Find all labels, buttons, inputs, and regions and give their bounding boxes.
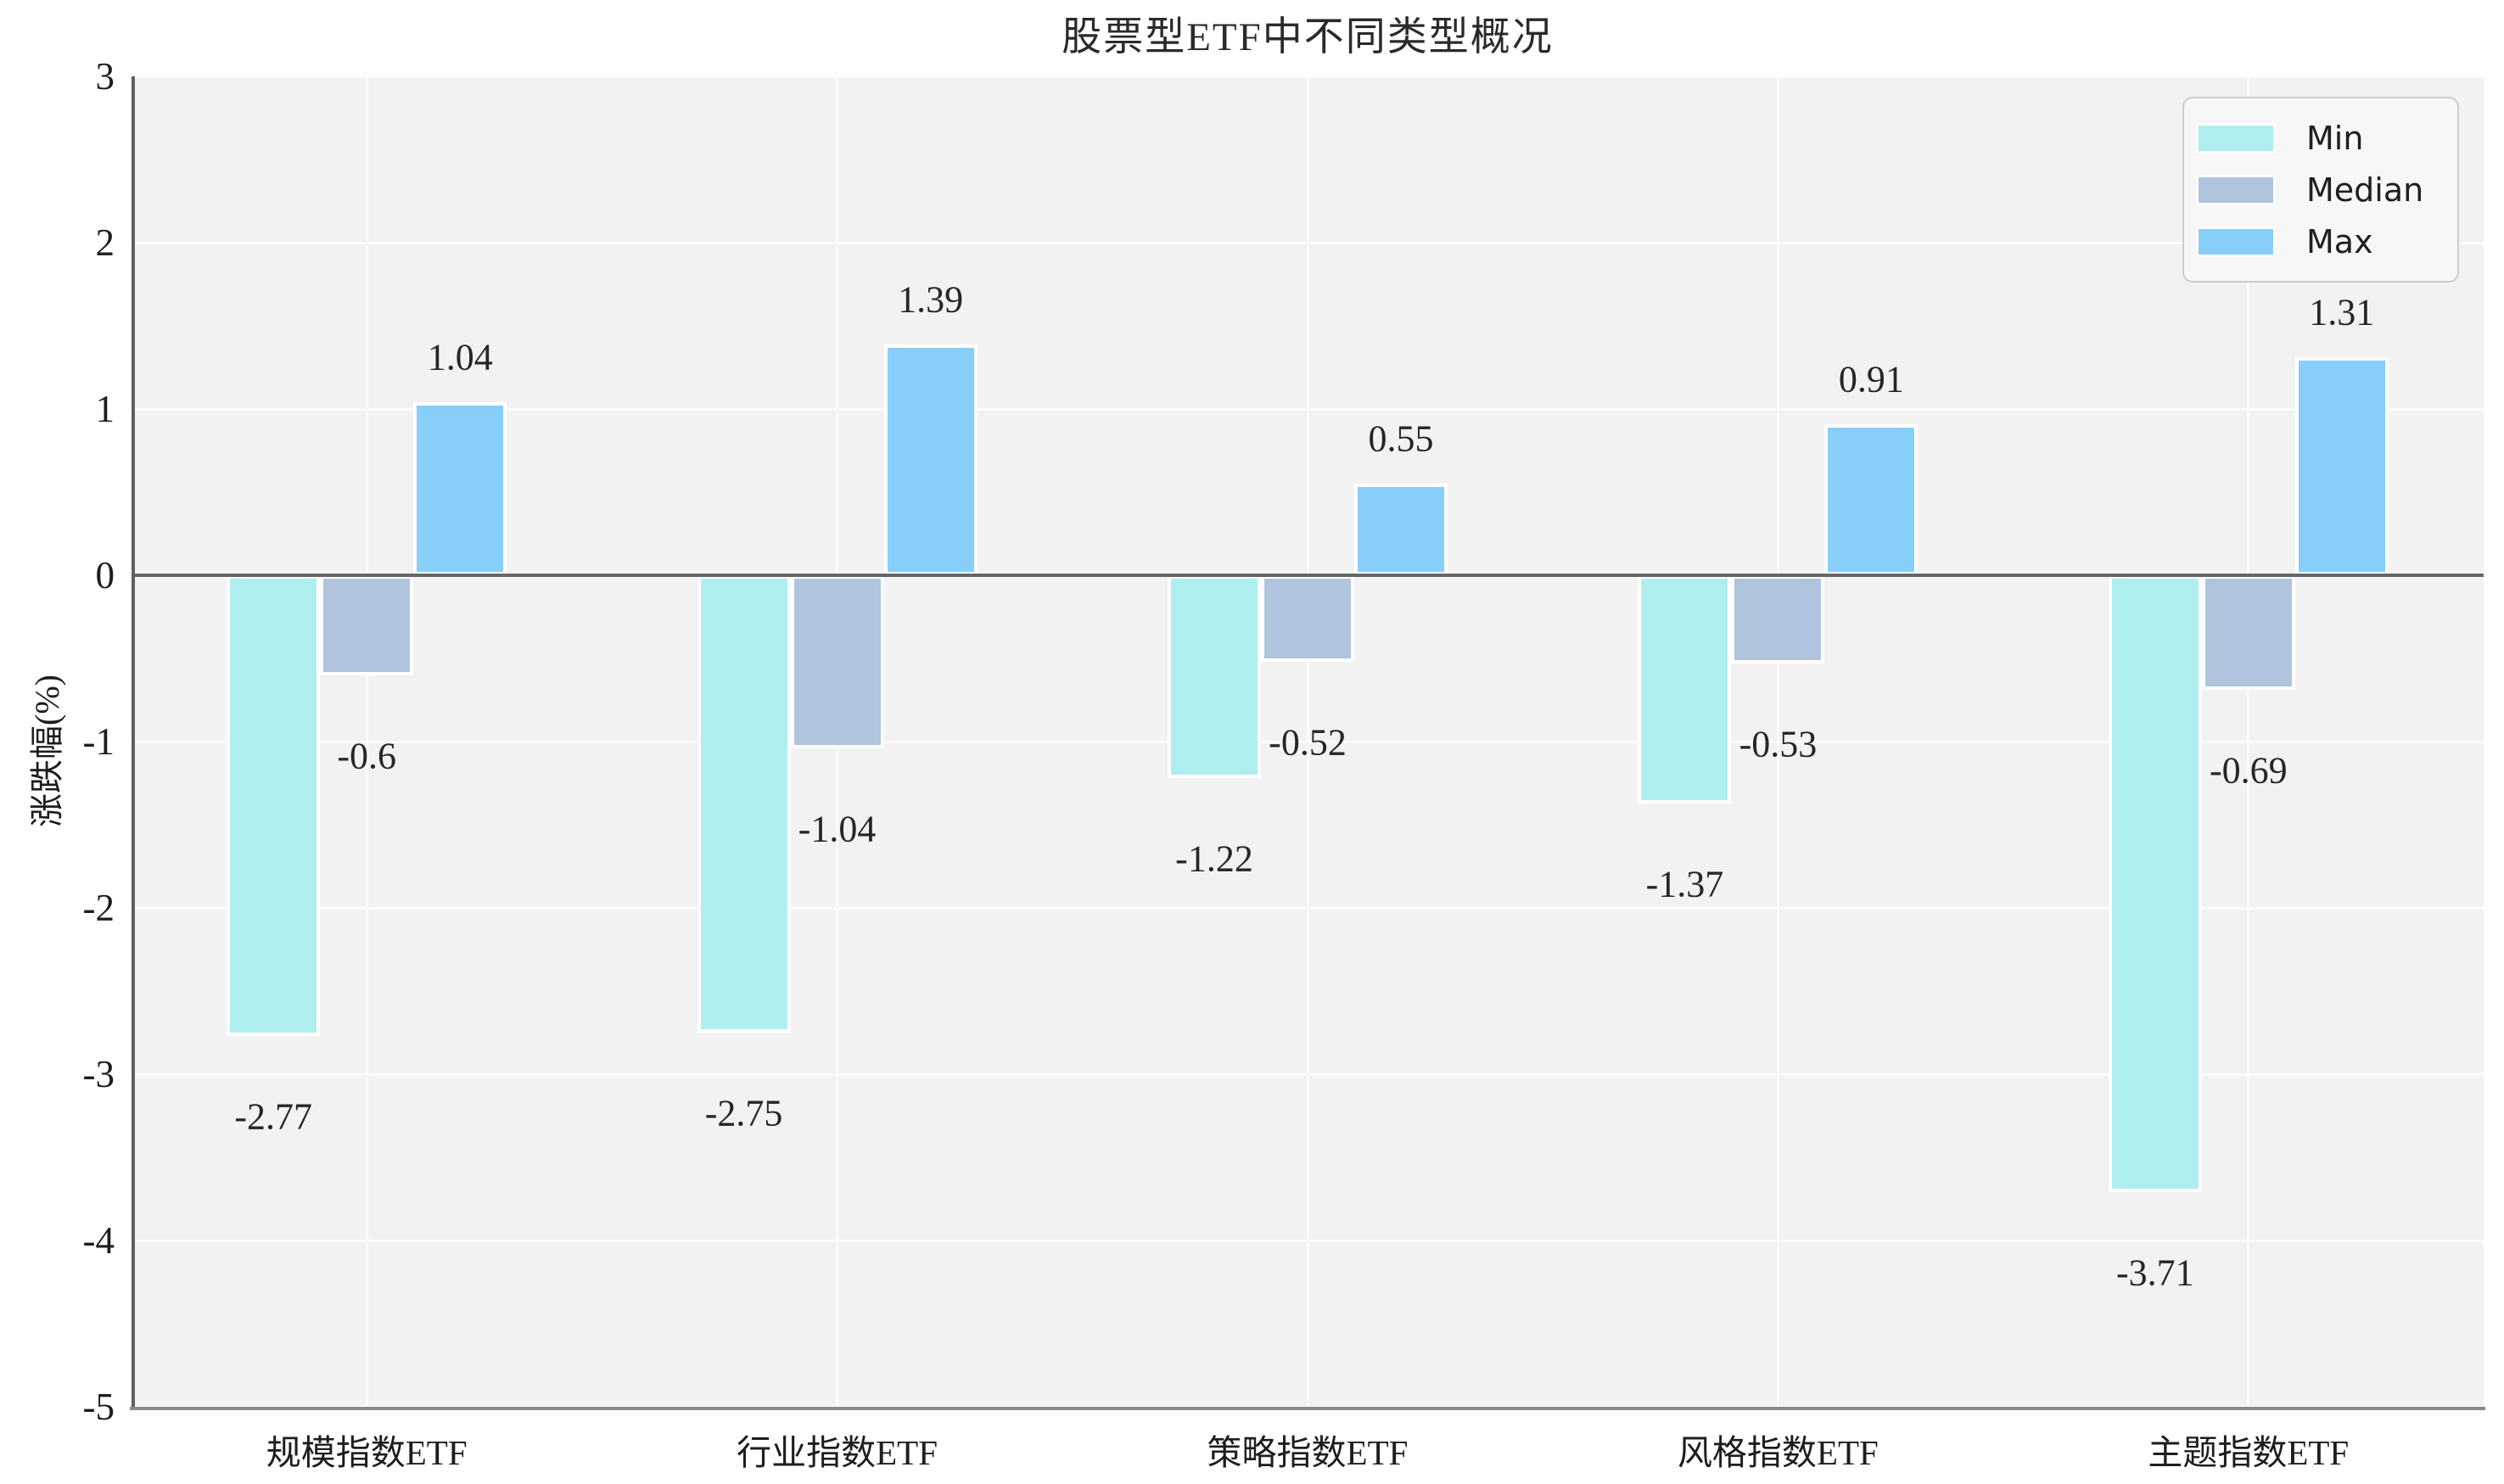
axis-spine-left: [132, 76, 135, 1407]
bar-min: [2108, 575, 2202, 1193]
bar-median: [320, 575, 414, 675]
x-tick-label: 规模指数ETF: [266, 1433, 468, 1472]
legend-item: Min: [2184, 112, 2457, 164]
bar-min: [697, 575, 791, 1033]
bar-min: [1638, 575, 1732, 804]
bar-value-label: -1.37: [1645, 863, 1724, 905]
legend-label: Max: [2306, 222, 2373, 260]
y-tick-label: 2: [95, 221, 115, 264]
bar-value-label: -0.53: [1739, 723, 1818, 765]
grid-line-vertical: [1306, 76, 1309, 1407]
bar-value-label: -0.69: [2209, 749, 2288, 792]
bar-median: [1731, 575, 1825, 664]
x-tick-label: 风格指数ETF: [1677, 1433, 1879, 1472]
bar-min: [227, 575, 321, 1036]
bar-max: [1354, 484, 1448, 575]
legend-swatch-min: [2196, 122, 2276, 154]
bar-value-label: 1.31: [2309, 291, 2375, 333]
y-tick-label: -3: [82, 1053, 115, 1095]
x-tick-label: 主题指数ETF: [2148, 1433, 2350, 1472]
bar-value-label: -0.52: [1269, 721, 1347, 764]
y-tick-label: 1: [95, 388, 115, 430]
bar-value-label: -3.71: [2115, 1252, 2194, 1294]
bar-value-label: -1.04: [798, 808, 877, 850]
bar-median: [1261, 575, 1354, 662]
legend-item: Median: [2184, 164, 2457, 216]
legend: Min Median Max: [2182, 97, 2459, 283]
bar-value-label: -1.22: [1175, 837, 1253, 880]
bar-max: [413, 402, 507, 575]
bar-max: [1824, 423, 1919, 575]
grid-line-vertical: [365, 76, 368, 1407]
legend-swatch-median: [2196, 174, 2276, 205]
bar-max: [2294, 357, 2389, 575]
x-tick-label: 策略指数ETF: [1207, 1433, 1409, 1472]
bar-min: [1168, 575, 1261, 779]
axis-spine-bottom: [130, 1407, 2485, 1410]
bar-value-label: 1.39: [898, 278, 964, 321]
legend-item: Max: [2184, 216, 2457, 267]
zero-line: [132, 574, 2484, 577]
bar-value-label: 0.55: [1368, 417, 1434, 460]
grid-line-vertical: [2247, 76, 2250, 1407]
bar-value-label: -2.77: [234, 1095, 313, 1138]
grid-line-vertical: [1776, 76, 1779, 1407]
legend-label: Median: [2306, 171, 2424, 209]
legend-label: Min: [2306, 119, 2364, 157]
bar-median: [2201, 575, 2295, 691]
y-tick-label: 0: [95, 554, 115, 596]
chart-title: 股票型ETF中不同类型概况: [1062, 15, 1554, 59]
bar-value-label: 0.91: [1838, 358, 1904, 400]
legend-swatch-max: [2196, 226, 2276, 257]
bar-value-label: 1.04: [427, 336, 493, 378]
y-tick-label: -4: [82, 1219, 115, 1262]
y-tick-label: 3: [95, 55, 115, 98]
y-tick-label: -1: [82, 720, 115, 763]
y-tick-label: -5: [82, 1386, 115, 1428]
plot-area: -2.77 -2.75 -1.22 -1.37 -3.71 -0.6 -1.04 -0.52 -…: [130, 75, 2485, 1410]
bar-value-label: -2.75: [704, 1092, 783, 1134]
x-tick-label: 行业指数ETF: [737, 1433, 938, 1472]
bar-max: [883, 344, 978, 575]
bar-median: [790, 575, 884, 748]
y-tick-label: -2: [82, 887, 115, 929]
bar-value-label: -0.6: [337, 735, 397, 777]
